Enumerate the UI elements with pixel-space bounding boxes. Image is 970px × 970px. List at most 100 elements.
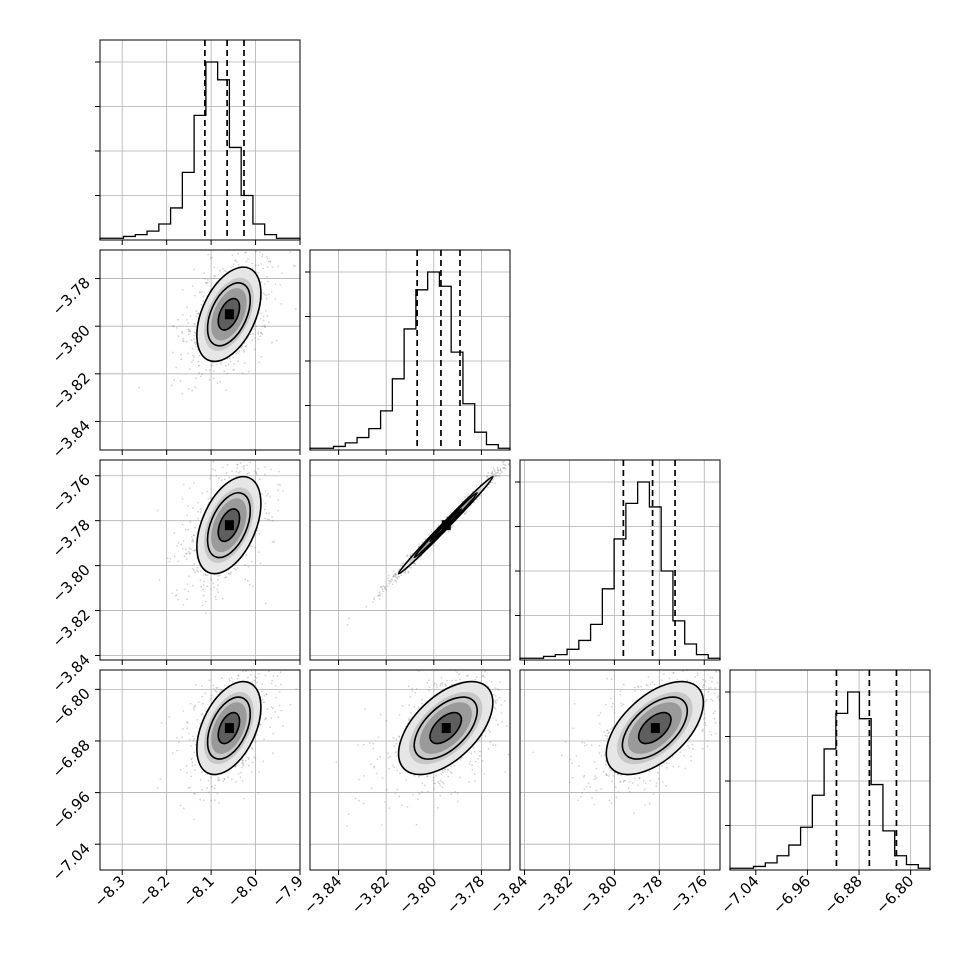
sample-point	[176, 327, 178, 329]
sample-point	[185, 552, 188, 555]
sample-point	[459, 776, 462, 779]
sample-point	[437, 524, 440, 526]
sample-point	[215, 691, 218, 693]
sample-point	[390, 581, 392, 583]
sample-point	[242, 349, 245, 352]
sample-point	[196, 719, 199, 721]
sample-point	[446, 679, 448, 682]
sample-point	[210, 799, 213, 802]
sample-point	[503, 466, 506, 469]
sample-point	[237, 454, 239, 456]
sample-point	[204, 277, 207, 280]
sample-point	[595, 767, 598, 770]
sample-point	[188, 575, 191, 578]
sample-point	[202, 295, 205, 298]
sample-point	[270, 667, 272, 669]
sample-point	[247, 758, 250, 761]
sample-point	[175, 594, 178, 596]
sample-point	[503, 460, 505, 463]
sample-point	[197, 312, 200, 314]
sample-point	[268, 321, 270, 323]
panel-frame	[519, 459, 721, 661]
sample-point	[602, 770, 605, 773]
sample-point	[380, 824, 383, 826]
sample-point	[242, 466, 245, 469]
sample-point	[502, 467, 505, 469]
sample-point	[611, 702, 614, 705]
sample-point	[210, 579, 213, 581]
sample-point	[274, 283, 277, 286]
sample-point	[194, 294, 196, 297]
sample-point	[248, 583, 251, 586]
sample-point	[401, 562, 404, 565]
histogram-2	[519, 481, 721, 660]
sample-point	[183, 555, 186, 558]
sample-point	[598, 722, 601, 725]
sample-point	[265, 255, 268, 258]
sample-point	[241, 372, 244, 375]
sample-point	[379, 713, 382, 716]
sample-point	[160, 721, 163, 724]
sample-point	[672, 765, 675, 768]
sample-point	[418, 543, 421, 546]
sample-point	[198, 291, 201, 294]
sample-point	[606, 735, 608, 738]
sample-point	[573, 703, 576, 705]
sample-point	[613, 712, 616, 714]
sample-point	[262, 292, 265, 295]
sample-point	[479, 494, 481, 497]
sample-point	[191, 361, 193, 363]
sample-point	[177, 598, 180, 601]
sample-point	[492, 744, 495, 747]
sample-point	[440, 682, 443, 685]
sample-point	[394, 574, 397, 577]
sample-point	[275, 696, 278, 699]
sample-point	[234, 780, 237, 783]
x-tick-label: −3.76	[666, 872, 711, 917]
sample-point	[227, 363, 230, 366]
density-peak	[650, 723, 660, 734]
sample-point	[216, 687, 219, 689]
sample-point	[478, 661, 480, 663]
sample-point	[398, 736, 401, 738]
sample-point	[265, 717, 268, 720]
sample-point	[435, 683, 438, 686]
sample-point	[399, 772, 401, 775]
sample-point	[258, 478, 261, 481]
sample-point	[191, 540, 194, 543]
sample-point	[701, 647, 703, 649]
sample-point	[200, 586, 203, 588]
sample-point	[209, 257, 212, 260]
sample-point	[222, 268, 224, 270]
y-tick-label: −3.76	[49, 471, 94, 516]
sample-point	[605, 703, 607, 706]
sample-point	[259, 562, 262, 565]
sample-point	[386, 585, 389, 588]
sample-point	[482, 674, 485, 677]
sample-point	[716, 696, 719, 699]
sample-point	[212, 460, 215, 463]
sample-point	[439, 794, 442, 797]
sample-point	[166, 557, 169, 560]
sample-point	[220, 689, 222, 691]
sample-point	[392, 575, 395, 578]
sample-point	[257, 444, 259, 446]
sample-point	[193, 268, 196, 271]
sample-point	[274, 710, 277, 713]
sample-point	[253, 636, 255, 638]
sample-point	[684, 767, 687, 770]
sample-point	[211, 785, 214, 788]
sample-point	[502, 463, 505, 465]
sample-point	[194, 323, 196, 325]
sample-point	[716, 682, 719, 684]
sample-point	[196, 312, 198, 315]
sample-point	[240, 346, 243, 349]
sample-point	[201, 789, 204, 791]
sample-point	[191, 389, 194, 392]
sample-point	[479, 750, 481, 753]
panel-content	[100, 636, 300, 870]
sample-point	[206, 574, 208, 577]
sample-point	[255, 250, 257, 253]
sample-point	[449, 511, 452, 514]
sample-point	[219, 363, 222, 365]
